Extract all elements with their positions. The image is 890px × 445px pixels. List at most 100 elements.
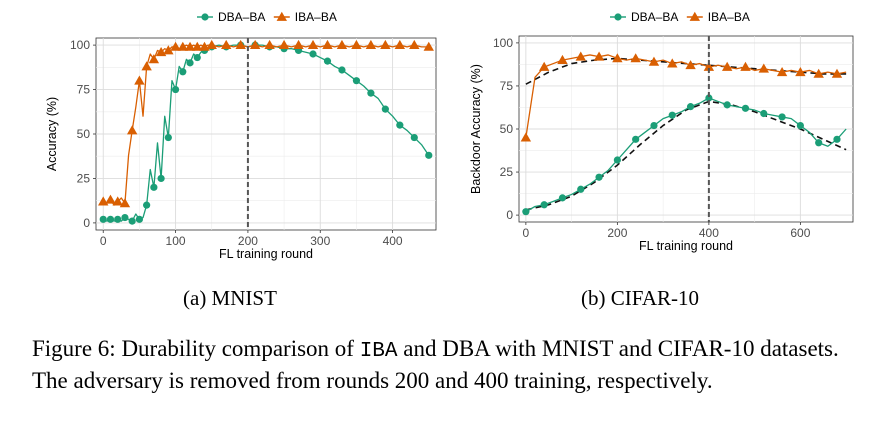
data-point <box>833 135 841 143</box>
x-tick-label: 0 <box>100 234 107 248</box>
data-point <box>557 54 568 65</box>
data-point <box>206 39 217 50</box>
data-point <box>630 53 641 63</box>
data-point <box>114 215 122 223</box>
data-point <box>760 109 768 118</box>
y-tick-label: 50 <box>500 122 514 136</box>
data-point <box>99 215 107 223</box>
data-point <box>367 89 375 97</box>
data-point <box>396 121 404 129</box>
x-tick-label: 0 <box>523 226 530 240</box>
data-point <box>365 39 377 50</box>
y-tick-label: 25 <box>500 165 514 179</box>
data-point <box>740 61 751 71</box>
grid <box>519 36 853 222</box>
trend-line <box>525 100 847 211</box>
data-point <box>323 57 332 65</box>
data-point <box>648 56 660 66</box>
data-point <box>668 111 676 119</box>
data-point <box>380 39 391 50</box>
data-point <box>338 66 346 74</box>
data-point <box>193 53 201 62</box>
data-point <box>192 41 203 51</box>
data-point <box>632 135 640 143</box>
data-point <box>309 50 317 58</box>
data-point <box>163 45 174 55</box>
data-point <box>221 39 232 50</box>
data-point <box>667 58 678 68</box>
chart-cifar10: 0 200 400 600 0 25 50 75 100 FL training round Bac… <box>469 10 854 253</box>
x-tick-label: 600 <box>790 226 810 240</box>
data-point <box>164 133 172 142</box>
x-axis-title: FL training round <box>219 247 313 261</box>
data-point <box>522 208 530 216</box>
data-point <box>612 53 623 63</box>
data-point <box>538 61 550 71</box>
data-point <box>558 194 567 202</box>
legend-key-marker <box>201 13 209 21</box>
y-axis-title: Accuracy (%) <box>45 97 59 171</box>
data-point <box>293 39 304 50</box>
data-point <box>307 39 319 50</box>
data-point <box>352 77 361 85</box>
data-point <box>134 75 145 85</box>
data-point <box>184 41 196 51</box>
legend: DBA–BA IBA–BA <box>197 10 337 24</box>
x-axis-title: FL training round <box>639 239 733 253</box>
subcaption-cifar10: (b) CIFAR-10 <box>581 286 700 310</box>
data-point <box>595 173 603 181</box>
data-point <box>813 68 824 78</box>
y-tick-label: 100 <box>493 36 513 50</box>
data-point <box>741 104 750 112</box>
data-point <box>778 113 786 121</box>
data-point <box>650 121 658 130</box>
grid <box>96 38 436 230</box>
data-point <box>112 196 123 206</box>
data-point <box>336 39 348 50</box>
data-point <box>119 198 131 208</box>
y-axis-title: Backdoor Accuracy (%) <box>469 64 483 194</box>
data-point <box>705 94 713 102</box>
data-point <box>815 139 823 147</box>
data-point <box>721 61 733 71</box>
data-point <box>171 85 180 94</box>
legend-label: IBA–BA <box>708 10 750 24</box>
data-point <box>170 41 181 51</box>
data-point <box>157 174 165 183</box>
data-point <box>249 39 261 50</box>
x-tick-label: 400 <box>383 234 403 248</box>
data-point <box>394 39 406 50</box>
y-tick-label: 100 <box>70 38 90 52</box>
x-tick-label: 400 <box>699 226 719 240</box>
x-tick-label: 300 <box>310 234 330 248</box>
subcaption-mnist: (a) MNIST <box>183 286 277 310</box>
data-point <box>703 61 715 71</box>
data-point <box>540 201 548 209</box>
data-point <box>135 215 144 223</box>
data-point <box>179 68 187 76</box>
data-point <box>278 39 290 50</box>
data-point <box>423 41 434 51</box>
data-point <box>351 39 362 50</box>
caption-code-term: IBA <box>359 340 398 363</box>
legend-label: IBA–BA <box>295 10 337 24</box>
figure-caption: Figure 6: Durability comparison of IBA a… <box>32 334 874 395</box>
data-point <box>106 215 115 223</box>
data-point <box>322 39 333 50</box>
data-point <box>593 51 605 61</box>
y-tick-label: 25 <box>77 171 91 185</box>
data-point <box>577 185 585 193</box>
legend-key-marker <box>276 11 287 21</box>
chart-mnist: 0 100 200 300 400 0 25 50 75 100 FL training round… <box>45 10 437 261</box>
data-point <box>796 121 804 130</box>
y-tick-label: 75 <box>77 83 91 97</box>
data-point <box>141 61 152 71</box>
data-point <box>686 103 695 111</box>
data-point <box>520 132 532 142</box>
data-point <box>121 213 129 222</box>
legend-label: DBA–BA <box>218 10 265 24</box>
x-tick-label: 200 <box>238 234 258 248</box>
data-point <box>105 194 116 204</box>
data-point <box>831 68 843 78</box>
y-tick-label: 0 <box>83 216 90 230</box>
